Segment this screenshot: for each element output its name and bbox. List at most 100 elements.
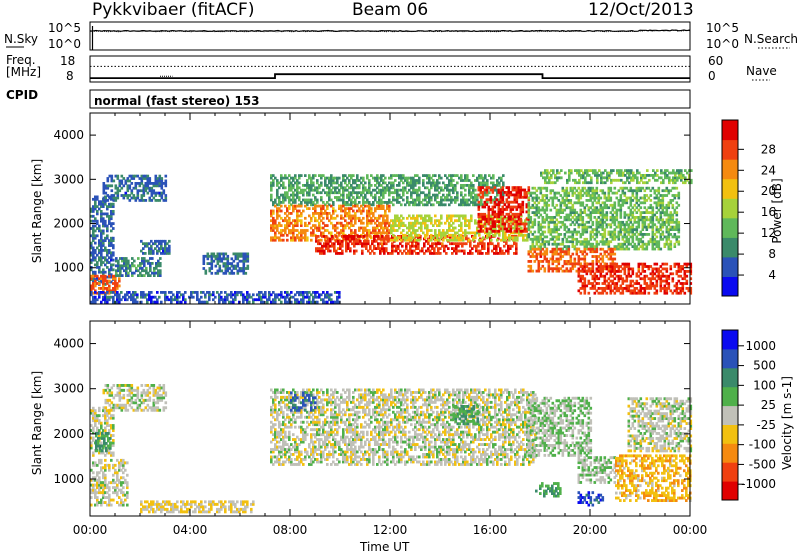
power-cell <box>166 298 169 302</box>
power-cell <box>359 242 362 246</box>
power-cell <box>144 252 147 255</box>
power-cell <box>378 184 381 187</box>
power-cell <box>314 186 317 190</box>
power-cell <box>609 233 613 236</box>
power-cell <box>148 247 151 250</box>
power-cell <box>104 236 107 240</box>
power-cell <box>354 198 357 202</box>
power-cell <box>551 260 555 263</box>
power-cell <box>633 233 637 236</box>
power-cell <box>437 247 440 250</box>
power-cell <box>320 293 323 297</box>
power-cell <box>651 216 655 219</box>
power-cell <box>484 224 487 227</box>
power-cell <box>521 195 525 199</box>
power-cell <box>543 255 547 258</box>
power-cell <box>408 233 411 237</box>
power-cell <box>250 295 253 299</box>
power-cell <box>366 219 369 223</box>
power-cell <box>327 242 330 246</box>
power-cell <box>483 212 487 216</box>
power-cell <box>619 225 623 229</box>
power-cell <box>196 291 199 294</box>
power-cell <box>144 177 148 180</box>
power-cell <box>322 207 325 210</box>
power-cell <box>423 242 426 246</box>
power-cell <box>541 208 545 212</box>
power-cell <box>274 176 277 180</box>
power-cell <box>368 231 371 235</box>
power-cell <box>495 203 499 206</box>
power-cell <box>575 247 579 251</box>
power-cell <box>292 233 295 237</box>
power-cell <box>106 212 109 216</box>
power-cell <box>444 198 447 202</box>
power-cell <box>153 269 156 273</box>
power-cell <box>230 293 233 297</box>
power-cell <box>631 223 635 227</box>
power-cell <box>352 188 355 192</box>
power-cell <box>551 247 555 251</box>
power-cell <box>198 300 201 304</box>
power-cell <box>332 191 335 195</box>
power-cell <box>284 216 287 220</box>
power-cell <box>577 279 581 283</box>
power-cell <box>148 291 151 294</box>
power-cell <box>603 191 607 195</box>
power-cell <box>384 188 387 192</box>
power-cell <box>502 231 505 235</box>
power-cell <box>350 216 353 220</box>
power-cell <box>318 204 321 208</box>
power-cell <box>398 236 401 240</box>
power-cell <box>396 184 399 187</box>
power-cell <box>276 216 279 220</box>
power-cell <box>571 252 575 256</box>
power-cell <box>455 247 458 250</box>
power-cell <box>104 263 107 267</box>
power-cell <box>551 250 555 254</box>
power-cell <box>649 194 653 197</box>
power-cell <box>669 211 673 214</box>
power-cell <box>486 233 489 237</box>
power-cell <box>458 203 461 207</box>
power-cell <box>270 196 273 199</box>
power-cell <box>143 269 146 273</box>
power-cell <box>402 176 405 180</box>
power-cell <box>493 200 497 204</box>
power-cell <box>218 269 222 273</box>
power-cell <box>308 188 311 192</box>
power-cell <box>485 198 489 202</box>
power-cell <box>312 231 315 235</box>
power-cell <box>635 189 639 193</box>
power-cell <box>497 191 501 194</box>
power-cell <box>450 181 453 185</box>
power-cell <box>559 194 563 197</box>
power-cell <box>290 229 293 232</box>
power-cell <box>234 257 238 261</box>
power-cell <box>98 287 101 290</box>
power-cell <box>432 179 435 182</box>
power-cell <box>288 179 291 182</box>
power-cell <box>609 247 613 251</box>
power-cell <box>667 242 671 246</box>
power-cell <box>511 205 515 209</box>
power-cell <box>609 230 613 234</box>
power-cell <box>537 186 541 190</box>
power-cell <box>234 264 238 268</box>
power-cell <box>412 226 415 230</box>
power-cell <box>142 247 145 250</box>
power-cell <box>460 174 463 177</box>
power-cell <box>379 242 382 246</box>
power-cell <box>132 174 136 178</box>
power-cell <box>433 252 436 255</box>
power-cell <box>491 249 494 253</box>
power-cell <box>244 267 248 270</box>
power-cell <box>108 261 111 264</box>
power-cell <box>479 220 483 223</box>
power-cell <box>327 249 330 253</box>
power-cell <box>448 238 451 242</box>
power-cell <box>340 184 343 187</box>
power-cell <box>280 174 283 177</box>
power-cell <box>150 186 154 190</box>
power-cell <box>583 260 587 263</box>
